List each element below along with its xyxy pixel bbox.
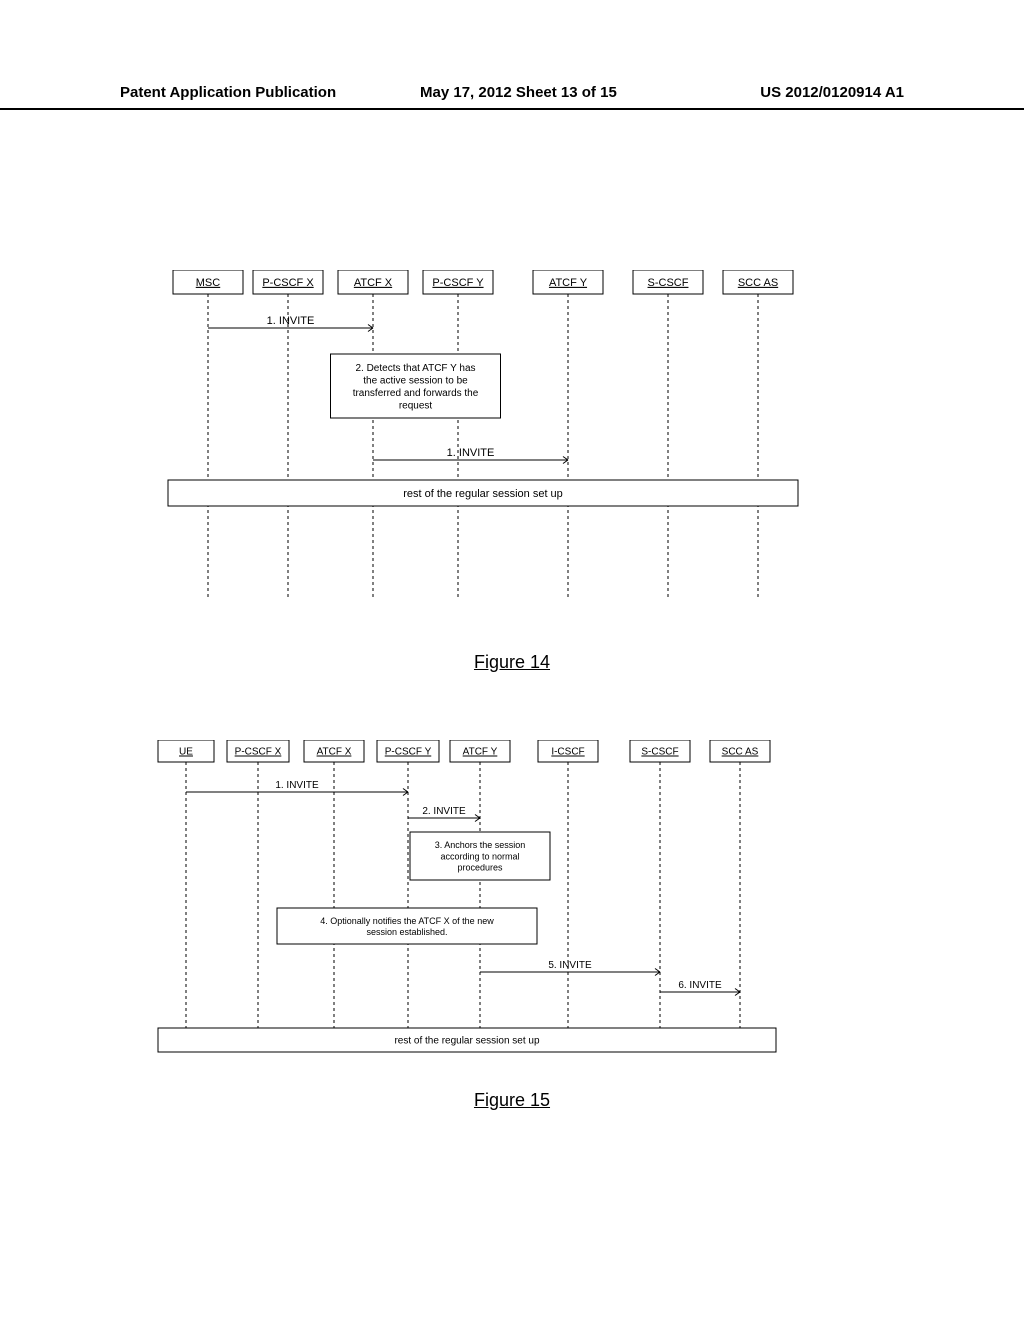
- figure-15-svg: UE P-CSCF X ATCF X P-CSCF Y ATCF Y I-CSCF S-CS…: [150, 740, 850, 1070]
- figure-14: MSC P-CSCF X ATCF X P-CSCF Y ATCF Y S-CSCF SCC…: [158, 270, 848, 610]
- svg-text:4. Optionally notifies the ATC: 4. Optionally notifies the ATCF X of the…: [320, 916, 494, 926]
- figure-15: UE P-CSCF X ATCF X P-CSCF Y ATCF Y I-CSCF S-CS…: [150, 740, 850, 1070]
- figure-14-svg: MSC P-CSCF X ATCF X P-CSCF Y ATCF Y S-CSCF SCC…: [158, 270, 848, 610]
- page-header: Patent Application Publication May 17, 2…: [0, 84, 1024, 110]
- svg-text:6. INVITE: 6. INVITE: [678, 980, 722, 991]
- header-right: US 2012/0120914 A1: [760, 84, 904, 101]
- svg-text:ATCF Y: ATCF Y: [549, 277, 588, 289]
- svg-text:rest of the regular session se: rest of the regular session set up: [403, 488, 563, 500]
- svg-text:1. INVITE: 1. INVITE: [447, 447, 495, 459]
- header-left: Patent Application Publication: [120, 84, 336, 101]
- svg-text:request: request: [399, 401, 433, 412]
- page: Patent Application Publication May 17, 2…: [0, 0, 1024, 1320]
- svg-text:P-CSCF X: P-CSCF X: [235, 747, 282, 758]
- svg-text:S-CSCF: S-CSCF: [641, 747, 678, 758]
- svg-text:1. INVITE: 1. INVITE: [267, 315, 315, 327]
- svg-text:ATCF Y: ATCF Y: [463, 747, 498, 758]
- svg-text:procedures: procedures: [457, 863, 503, 873]
- svg-text:ATCF X: ATCF X: [354, 277, 393, 289]
- svg-text:2. Detects that ATCF Y has: 2. Detects that ATCF Y has: [355, 363, 475, 374]
- svg-text:transferred and forwards the: transferred and forwards the: [353, 388, 479, 399]
- svg-text:according to normal: according to normal: [440, 851, 519, 861]
- svg-text:the active session to be: the active session to be: [363, 376, 468, 387]
- svg-text:SCC AS: SCC AS: [722, 747, 759, 758]
- svg-text:P-CSCF Y: P-CSCF Y: [385, 747, 432, 758]
- svg-text:MSC: MSC: [196, 277, 221, 289]
- svg-text:5. INVITE: 5. INVITE: [548, 960, 592, 971]
- svg-text:P-CSCF X: P-CSCF X: [262, 277, 314, 289]
- figure-15-title: Figure 15: [474, 1090, 550, 1111]
- svg-text:S-CSCF: S-CSCF: [648, 277, 689, 289]
- svg-text:UE: UE: [179, 747, 193, 758]
- svg-text:session established.: session established.: [366, 927, 447, 937]
- svg-text:I-CSCF: I-CSCF: [551, 747, 584, 758]
- svg-text:ATCF X: ATCF X: [317, 747, 352, 758]
- svg-text:2. INVITE: 2. INVITE: [422, 806, 466, 817]
- svg-text:rest of the regular session se: rest of the regular session set up: [394, 1036, 540, 1047]
- svg-text:1. INVITE: 1. INVITE: [275, 780, 319, 791]
- svg-text:3. Anchors the session: 3. Anchors the session: [435, 840, 526, 850]
- header-middle: May 17, 2012 Sheet 13 of 15: [420, 84, 617, 101]
- svg-text:P-CSCF Y: P-CSCF Y: [432, 277, 484, 289]
- svg-text:SCC AS: SCC AS: [738, 277, 778, 289]
- figure-14-title: Figure 14: [474, 652, 550, 673]
